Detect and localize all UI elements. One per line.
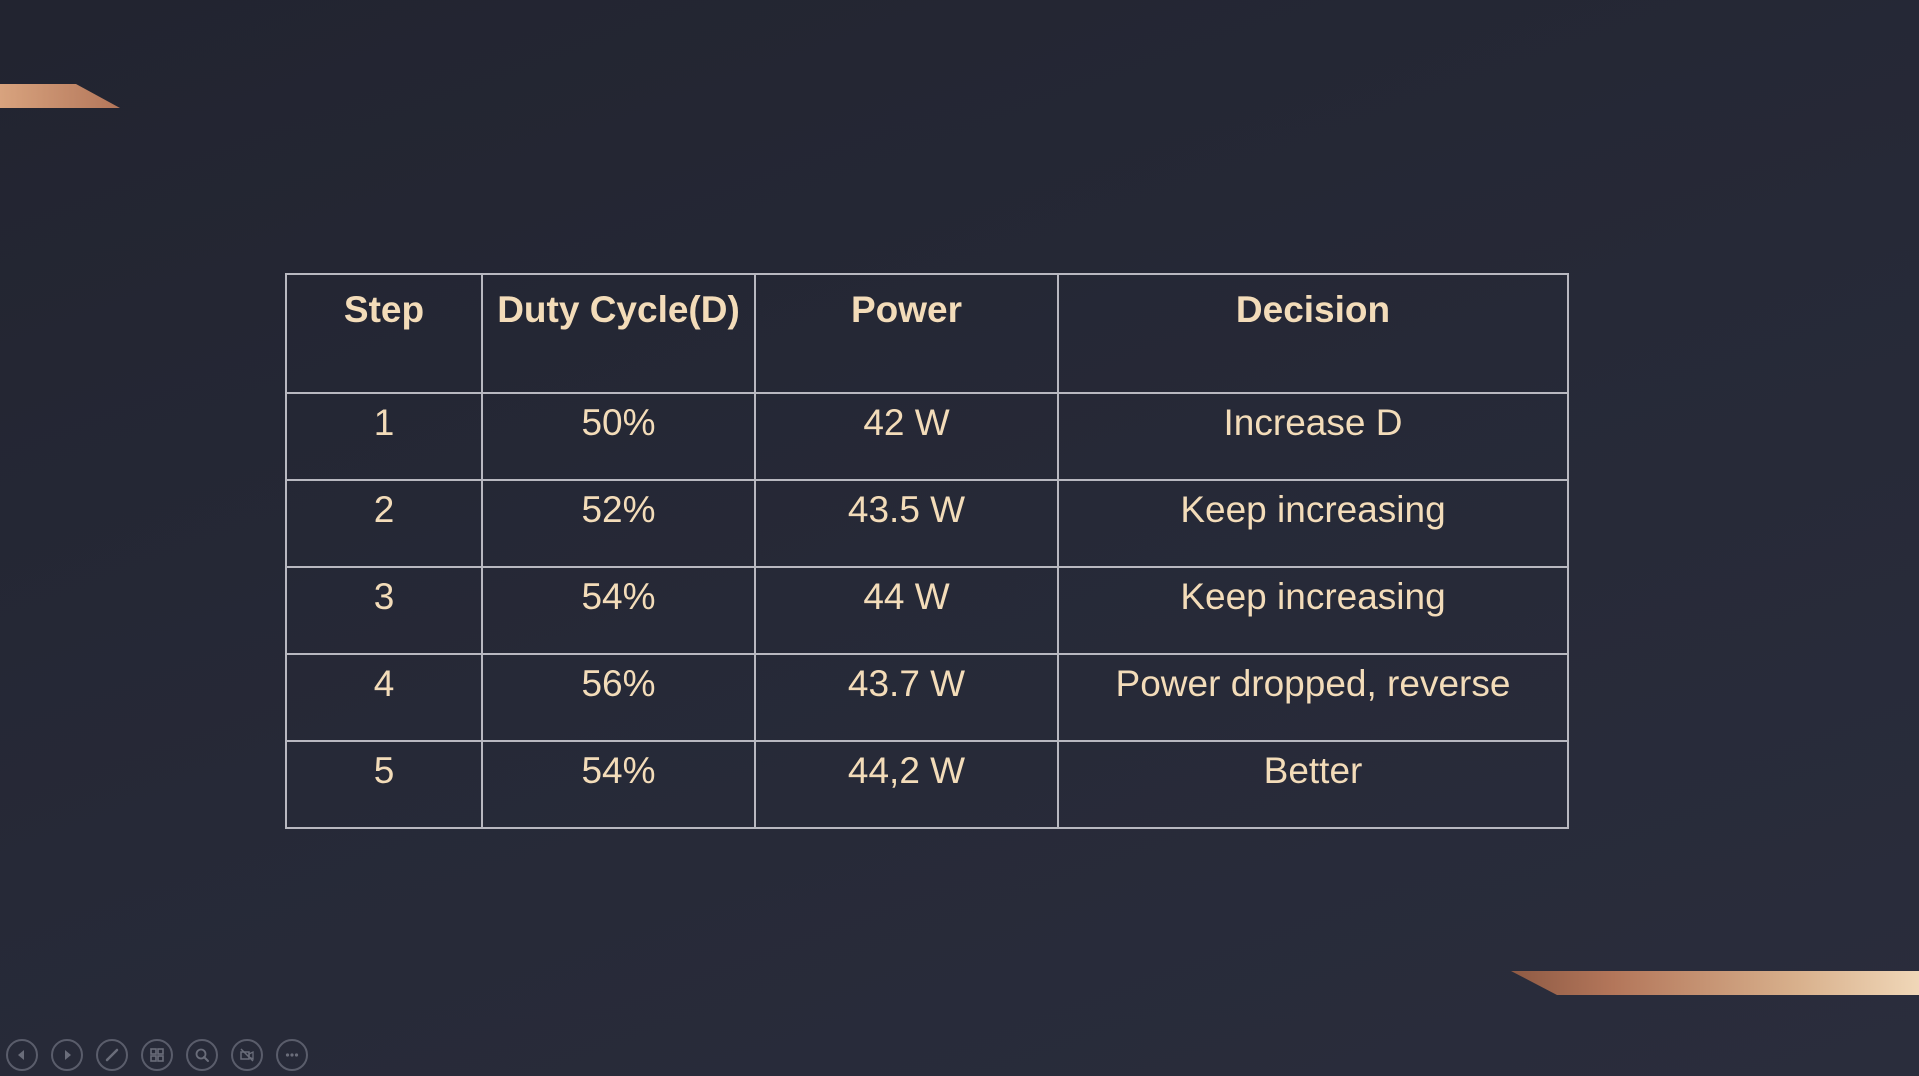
cell-duty-cycle: 54% bbox=[481, 566, 756, 655]
cell-duty-cycle: 52% bbox=[481, 479, 756, 568]
decorative-accent-bar-top bbox=[0, 84, 120, 108]
table-row: 1 50% 42 W Increase D bbox=[285, 392, 1569, 481]
header-power: Power bbox=[754, 273, 1059, 394]
cell-step: 3 bbox=[285, 566, 483, 655]
next-slide-icon[interactable] bbox=[51, 1039, 83, 1071]
cell-power: 43.7 W bbox=[754, 653, 1059, 742]
previous-slide-icon[interactable] bbox=[6, 1039, 38, 1071]
cell-duty-cycle: 50% bbox=[481, 392, 756, 481]
header-duty-cycle: Duty Cycle(D) bbox=[481, 273, 756, 394]
cell-duty-cycle: 56% bbox=[481, 653, 756, 742]
cell-power: 44 W bbox=[754, 566, 1059, 655]
pen-icon[interactable] bbox=[96, 1039, 128, 1071]
slide-sorter-icon[interactable] bbox=[141, 1039, 173, 1071]
slideshow-controls bbox=[6, 1039, 308, 1071]
zoom-icon[interactable] bbox=[186, 1039, 218, 1071]
cell-step: 5 bbox=[285, 740, 483, 829]
cell-decision: Better bbox=[1057, 740, 1569, 829]
cell-power: 43.5 W bbox=[754, 479, 1059, 568]
cell-step: 4 bbox=[285, 653, 483, 742]
table-row: 3 54% 44 W Keep increasing bbox=[285, 566, 1569, 655]
table-row: 4 56% 43.7 W Power dropped, reverse bbox=[285, 653, 1569, 742]
cell-step: 1 bbox=[285, 392, 483, 481]
more-options-icon[interactable] bbox=[276, 1039, 308, 1071]
cell-decision: Keep increasing bbox=[1057, 566, 1569, 655]
camera-off-icon[interactable] bbox=[231, 1039, 263, 1071]
cell-decision: Increase D bbox=[1057, 392, 1569, 481]
cell-decision: Keep increasing bbox=[1057, 479, 1569, 568]
cell-step: 2 bbox=[285, 479, 483, 568]
decorative-accent-bar-bottom bbox=[1511, 971, 1919, 995]
cell-power: 44,2 W bbox=[754, 740, 1059, 829]
table-row: 2 52% 43.5 W Keep increasing bbox=[285, 479, 1569, 568]
table-row: 5 54% 44,2 W Better bbox=[285, 740, 1569, 829]
mppt-steps-table: Step Duty Cycle(D) Power Decision 1 50% … bbox=[285, 273, 1569, 829]
cell-duty-cycle: 54% bbox=[481, 740, 756, 829]
cell-power: 42 W bbox=[754, 392, 1059, 481]
cell-decision: Power dropped, reverse bbox=[1057, 653, 1569, 742]
header-decision: Decision bbox=[1057, 273, 1569, 394]
table-header-row: Step Duty Cycle(D) Power Decision bbox=[285, 273, 1569, 394]
header-step: Step bbox=[285, 273, 483, 394]
